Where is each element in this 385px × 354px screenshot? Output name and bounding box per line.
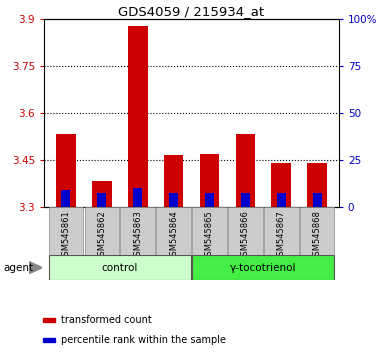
Bar — [133, 188, 142, 207]
Bar — [307, 163, 327, 207]
Text: transformed count: transformed count — [61, 315, 152, 325]
Text: control: control — [102, 263, 138, 273]
Text: GSM545867: GSM545867 — [277, 210, 286, 261]
Bar — [128, 26, 147, 207]
Bar — [313, 193, 322, 207]
Bar — [300, 207, 335, 255]
Text: γ-tocotrienol: γ-tocotrienol — [230, 263, 296, 273]
Bar — [228, 207, 263, 255]
Polygon shape — [29, 262, 42, 274]
Bar — [271, 163, 291, 207]
Text: GSM545865: GSM545865 — [205, 210, 214, 261]
Bar — [97, 193, 106, 207]
Bar — [43, 318, 55, 322]
Bar — [169, 193, 178, 207]
Text: GSM545866: GSM545866 — [241, 210, 250, 261]
Bar — [264, 207, 299, 255]
Title: GDS4059 / 215934_at: GDS4059 / 215934_at — [119, 5, 264, 18]
Text: percentile rank within the sample: percentile rank within the sample — [61, 335, 226, 346]
Bar — [92, 181, 112, 207]
Bar — [49, 207, 83, 255]
Bar — [49, 255, 191, 280]
Bar — [205, 193, 214, 207]
Bar — [164, 155, 184, 207]
Bar — [84, 207, 119, 255]
Text: GSM545863: GSM545863 — [133, 210, 142, 261]
Bar — [121, 207, 155, 255]
Text: GSM545861: GSM545861 — [61, 210, 70, 261]
Bar — [156, 207, 191, 255]
Bar — [241, 193, 250, 207]
Bar — [192, 255, 335, 280]
Bar — [56, 133, 76, 207]
Bar — [43, 338, 55, 342]
Text: GSM545862: GSM545862 — [97, 210, 106, 261]
Text: GSM545868: GSM545868 — [313, 210, 322, 261]
Bar — [61, 190, 70, 207]
Text: agent: agent — [4, 263, 34, 273]
Bar — [199, 154, 219, 207]
Bar — [236, 133, 255, 207]
Bar — [277, 193, 286, 207]
Bar — [192, 207, 227, 255]
Text: GSM545864: GSM545864 — [169, 210, 178, 261]
